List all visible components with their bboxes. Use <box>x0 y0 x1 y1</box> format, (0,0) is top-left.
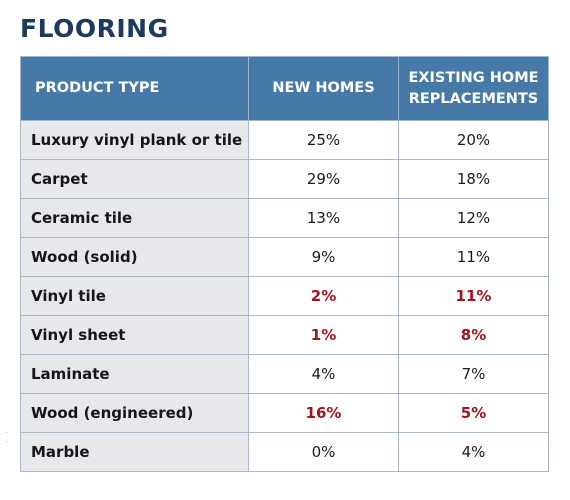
table-row: Wood (engineered) 16% 5% <box>20 393 549 433</box>
flooring-table: PRODUCT TYPE NEW HOMES EXISTING HOME REPL… <box>20 56 549 472</box>
row-existing-value: 20% <box>398 120 549 160</box>
table-row: Carpet 29% 18% <box>20 159 549 199</box>
row-new-homes-value: 0% <box>248 432 399 472</box>
table-row: Vinyl tile 2% 11% <box>20 276 549 316</box>
decorative-dots: · · <box>5 427 8 446</box>
header-existing-line2: REPLACEMENTS <box>408 90 539 107</box>
row-product-label: Marble <box>20 432 249 472</box>
header-existing-line1: EXISTING HOME <box>408 69 539 86</box>
row-new-homes-value: 2% <box>248 276 399 316</box>
table-row: Marble 0% 4% <box>20 432 549 472</box>
row-new-homes-value: 9% <box>248 237 399 277</box>
row-existing-value: 4% <box>398 432 549 472</box>
row-existing-value: 8% <box>398 315 549 355</box>
row-product-label: Laminate <box>20 354 249 394</box>
row-existing-value: 5% <box>398 393 549 433</box>
page-title: FLOORING <box>20 14 169 43</box>
row-existing-value: 11% <box>398 237 549 277</box>
table-row: Ceramic tile 13% 12% <box>20 198 549 238</box>
row-product-label: Vinyl tile <box>20 276 249 316</box>
header-existing-home-replacements: EXISTING HOME REPLACEMENTS <box>398 56 549 121</box>
table-row: Wood (solid) 9% 11% <box>20 237 549 277</box>
row-product-label: Carpet <box>20 159 249 199</box>
row-existing-value: 7% <box>398 354 549 394</box>
row-new-homes-value: 1% <box>248 315 399 355</box>
row-new-homes-value: 25% <box>248 120 399 160</box>
table-row: Laminate 4% 7% <box>20 354 549 394</box>
table-row: Vinyl sheet 1% 8% <box>20 315 549 355</box>
row-product-label: Wood (solid) <box>20 237 249 277</box>
row-new-homes-value: 16% <box>248 393 399 433</box>
row-new-homes-value: 4% <box>248 354 399 394</box>
header-product-type: PRODUCT TYPE <box>20 56 249 121</box>
row-product-label: Vinyl sheet <box>20 315 249 355</box>
row-product-label: Luxury vinyl plank or tile <box>20 120 249 160</box>
row-existing-value: 18% <box>398 159 549 199</box>
row-existing-value: 12% <box>398 198 549 238</box>
table-header-row: PRODUCT TYPE NEW HOMES EXISTING HOME REPL… <box>20 56 549 121</box>
header-new-homes: NEW HOMES <box>248 56 399 121</box>
table-row: Luxury vinyl plank or tile 25% 20% <box>20 120 549 160</box>
row-product-label: Wood (engineered) <box>20 393 249 433</box>
row-product-label: Ceramic tile <box>20 198 249 238</box>
row-existing-value: 11% <box>398 276 549 316</box>
row-new-homes-value: 29% <box>248 159 399 199</box>
row-new-homes-value: 13% <box>248 198 399 238</box>
